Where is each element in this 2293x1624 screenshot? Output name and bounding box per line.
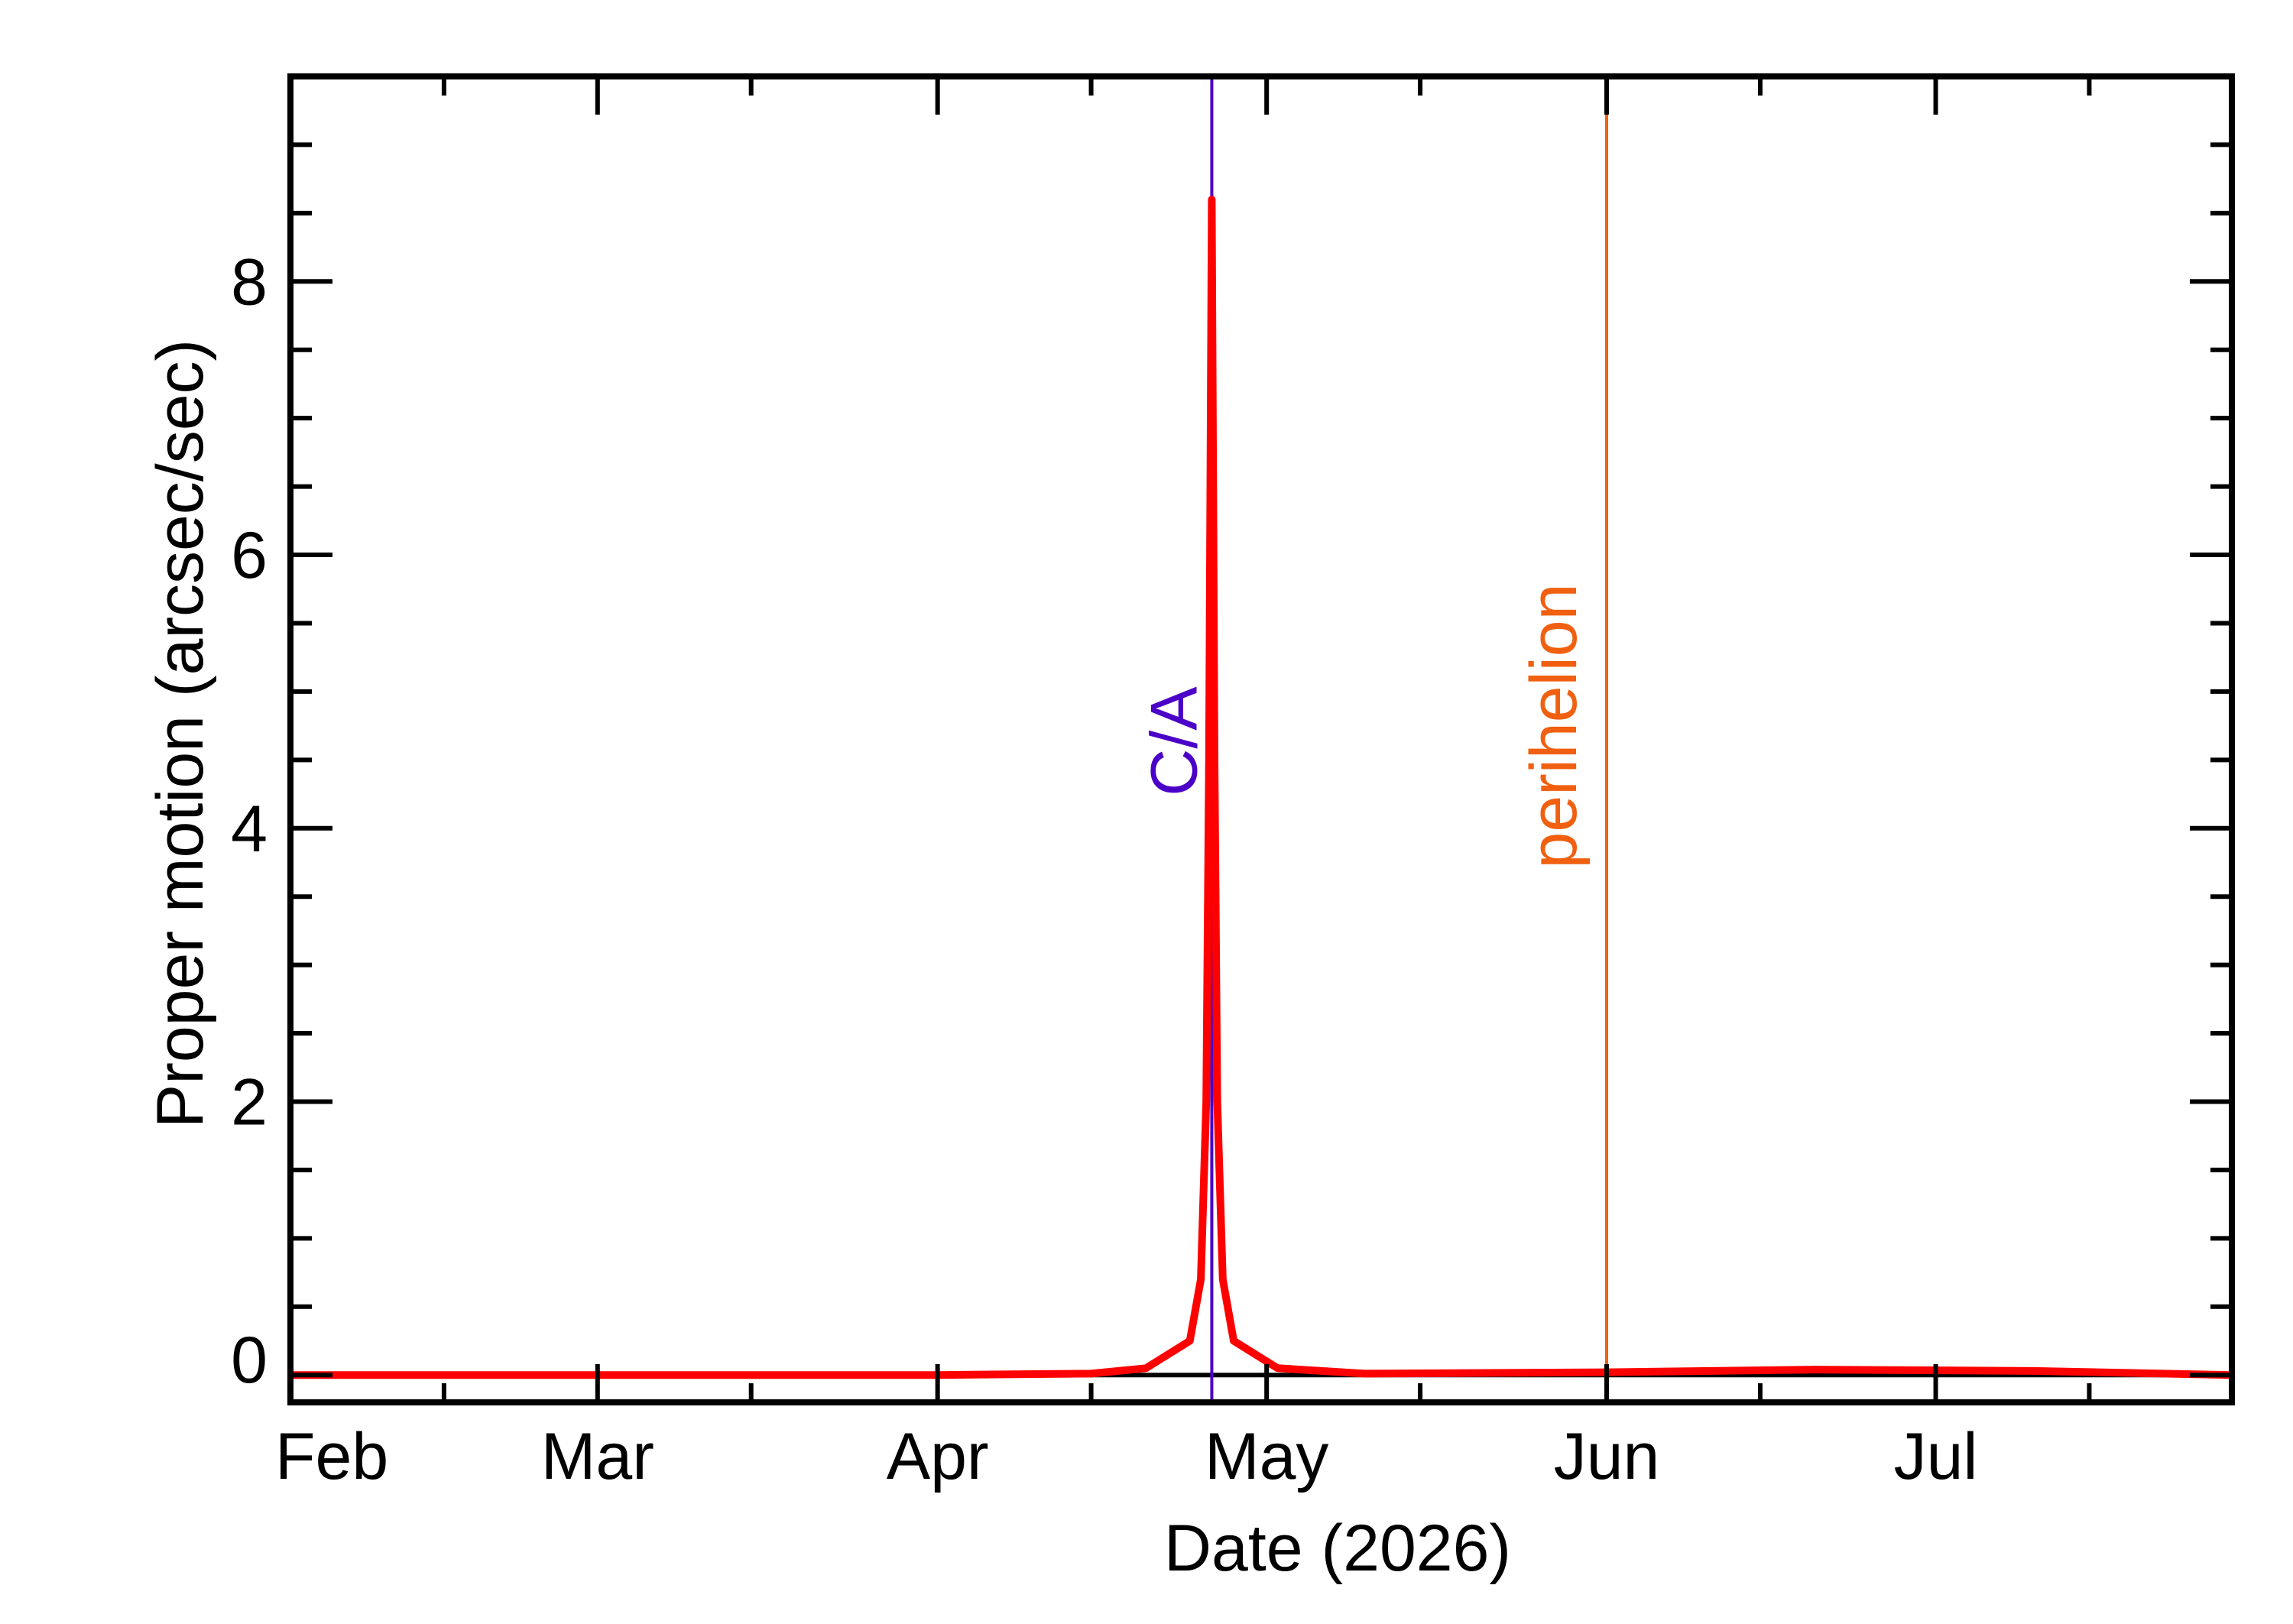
ticks-layer: Feb Mar Apr May Jun Jul 0 2 4 6 8 xyxy=(231,76,2232,1493)
y-tick-label-1: 2 xyxy=(231,1065,268,1139)
y-axis-title: Proper motion (arcsec/sec) xyxy=(144,339,217,1128)
plot-frame xyxy=(287,73,2235,1405)
x-axis-title: Date (2026) xyxy=(1164,1512,1511,1585)
x-tick-label-0: Feb xyxy=(275,1420,388,1493)
marker-label-1: perihelion xyxy=(1517,584,1591,869)
x-tick-label-1: Mar xyxy=(541,1420,654,1493)
data-series-line-0 xyxy=(290,196,2233,1379)
x-tick-label-4: Jun xyxy=(1554,1420,1660,1493)
plot-content: C/A perihelion xyxy=(290,76,2233,1402)
marker-label-0: C/A xyxy=(1137,686,1211,796)
x-tick-label-5: Jul xyxy=(1894,1420,1978,1493)
x-tick-label-3: May xyxy=(1205,1420,1328,1493)
x-tick-label-2: Apr xyxy=(887,1420,989,1493)
y-tick-label-0: 0 xyxy=(231,1324,268,1397)
y-tick-label-3: 6 xyxy=(231,519,268,592)
y-tick-label-4: 8 xyxy=(231,245,268,319)
y-tick-label-2: 4 xyxy=(231,793,268,866)
